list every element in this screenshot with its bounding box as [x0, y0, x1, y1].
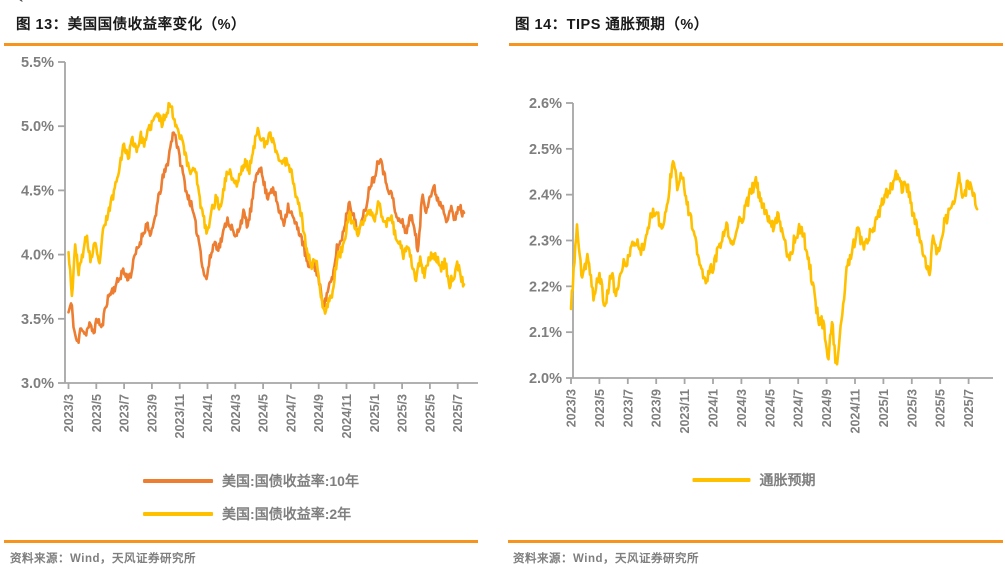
svg-text:2023/11: 2023/11	[173, 394, 187, 439]
svg-text:2.2%: 2.2%	[529, 279, 562, 295]
legend-label: 通胀预期	[759, 472, 816, 488]
svg-text:2025/3: 2025/3	[905, 389, 919, 427]
svg-text:2025/3: 2025/3	[396, 394, 410, 432]
legend-line-swatch	[692, 478, 751, 482]
svg-text:2024/11: 2024/11	[849, 389, 863, 434]
svg-text:2023/7: 2023/7	[118, 394, 132, 432]
svg-text:2023/11: 2023/11	[678, 389, 692, 434]
figure-14-source: 资料来源：Wind，天风证券研究所	[513, 553, 699, 565]
svg-text:2025/7: 2025/7	[451, 394, 465, 432]
svg-text:2025/1: 2025/1	[877, 389, 891, 427]
svg-text:2023/9: 2023/9	[650, 389, 664, 427]
legend-item: 美国:国债收益率:2年	[143, 504, 351, 524]
svg-text:2024/5: 2024/5	[763, 389, 777, 427]
svg-text:2024/9: 2024/9	[820, 389, 834, 427]
svg-text:2023/3: 2023/3	[62, 394, 76, 432]
figure-14-title-rule	[509, 43, 1003, 46]
svg-text:4.0%: 4.0%	[21, 248, 54, 264]
figure-14-legend: 通胀预期	[692, 470, 816, 490]
svg-text:2023/5: 2023/5	[90, 394, 104, 432]
svg-text:2024/9: 2024/9	[312, 394, 326, 432]
svg-text:2023/5: 2023/5	[593, 389, 607, 427]
svg-text:2025/5: 2025/5	[423, 394, 437, 432]
svg-text:2.5%: 2.5%	[529, 142, 562, 158]
svg-text:2024/1: 2024/1	[707, 389, 721, 427]
svg-text:5.5%: 5.5%	[21, 55, 54, 71]
figure-13-source-rule	[4, 540, 478, 543]
svg-text:2024/7: 2024/7	[284, 394, 298, 432]
svg-text:2025/1: 2025/1	[368, 394, 382, 432]
legend-line-swatch	[143, 479, 214, 483]
svg-text:2024/1: 2024/1	[201, 394, 215, 432]
svg-text:4.5%: 4.5%	[21, 183, 54, 199]
figure-13-source: 资料来源：Wind，天风证券研究所	[10, 553, 196, 565]
svg-text:2024/11: 2024/11	[340, 394, 354, 439]
figure-13-panel: 图 13：美国国债收益率变化（%） 3.0% 3.5% 4.0% 4.5% 5.0% 5.…	[0, 0, 502, 576]
figure-13-legend: 美国:国债收益率:10年 美国:国债收益率:2年	[143, 471, 359, 524]
stray-backtick-mark: `	[18, 0, 24, 15]
svg-text:5.0%: 5.0%	[21, 119, 54, 135]
figure-14-source-rule	[508, 540, 1003, 543]
figure-14-title: 图 14：TIPS 通胀预期（%）	[515, 17, 709, 33]
svg-text:2025/5: 2025/5	[934, 389, 948, 427]
svg-text:2024/3: 2024/3	[735, 389, 749, 427]
svg-text:2.3%: 2.3%	[529, 234, 562, 250]
figure-14-panel: 图 14：TIPS 通胀预期（%） 2.0% 2.1% 2.2% 2.3% 2.4% 2.…	[503, 0, 1005, 576]
legend-label: 美国:国债收益率:10年	[222, 473, 359, 489]
svg-text:2023/3: 2023/3	[565, 389, 579, 427]
svg-text:2.0%: 2.0%	[529, 371, 562, 387]
svg-text:2024/7: 2024/7	[792, 389, 806, 427]
svg-text:2023/7: 2023/7	[621, 389, 635, 427]
tips-inflation-chart: 2.0% 2.1% 2.2% 2.3% 2.4% 2.5% 2.6% 2023/3 2023/5…	[529, 96, 993, 434]
svg-text:3.0%: 3.0%	[21, 376, 54, 392]
legend-item: 美国:国债收益率:10年	[143, 471, 359, 491]
svg-text:2023/9: 2023/9	[145, 394, 159, 432]
legend-line-swatch	[143, 512, 214, 516]
figure-13-title-rule	[4, 43, 478, 46]
svg-text:3.5%: 3.5%	[21, 312, 54, 328]
svg-text:2025/7: 2025/7	[962, 389, 976, 427]
svg-text:2.1%: 2.1%	[529, 325, 562, 341]
legend-item: 通胀预期	[692, 470, 816, 490]
legend-label: 美国:国债收益率:2年	[222, 506, 352, 522]
figure-13-title: 图 13：美国国债收益率变化（%）	[16, 17, 247, 33]
svg-text:2024/5: 2024/5	[257, 394, 271, 432]
svg-text:2.6%: 2.6%	[529, 96, 562, 112]
svg-text:2024/3: 2024/3	[229, 394, 243, 432]
treasury-yield-chart: 3.0% 3.5% 4.0% 4.5% 5.0% 5.5% 2023/3 2023/5 2023…	[21, 55, 478, 439]
svg-text:2.4%: 2.4%	[529, 188, 562, 204]
